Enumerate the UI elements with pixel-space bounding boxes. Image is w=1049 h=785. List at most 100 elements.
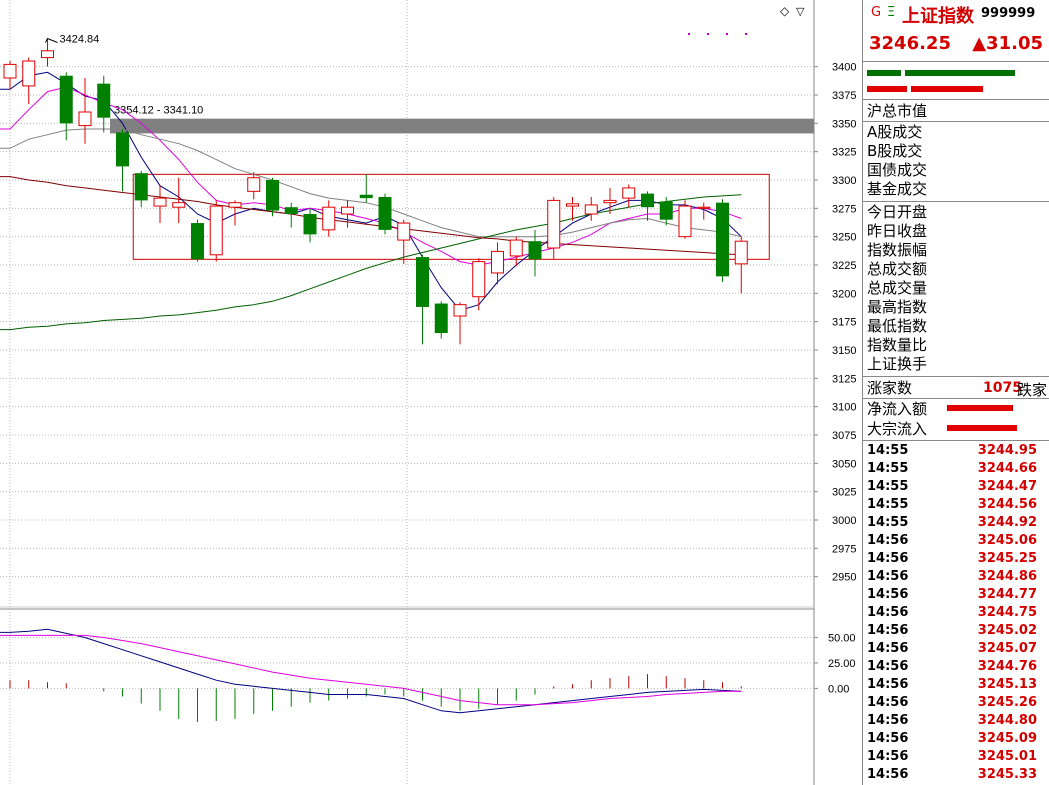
tick-price: 3244.47	[977, 479, 1037, 494]
candle-body-up	[509, 239, 523, 257]
y-tick-label: 3275	[832, 203, 856, 215]
tick-price: 3245.25	[977, 551, 1037, 566]
y-tick-label: 3200	[832, 288, 856, 300]
candle-body-down	[416, 257, 429, 307]
open-label: 今日开盘	[867, 203, 928, 221]
collapse-icon[interactable]: ▽	[796, 5, 805, 18]
candle-body-up	[622, 187, 636, 199]
y-tick-label: 3125	[832, 373, 856, 385]
marker-dot	[707, 33, 709, 35]
tick-price: 3244.77	[977, 587, 1037, 602]
candle-body-down	[434, 303, 448, 333]
flow-section: 净流入额 大宗流入	[863, 399, 1049, 441]
tick-time: 14:55	[867, 497, 909, 512]
candle-body-up	[472, 261, 486, 298]
tick-time: 14:56	[867, 767, 909, 782]
high-label: 最高指数	[867, 298, 928, 316]
volume-section: A股成交 B股成交 国债成交 基金成交	[863, 122, 1049, 202]
block-inflow-bar	[947, 425, 1017, 431]
candle-body-down	[266, 180, 279, 211]
tick-price: 3245.01	[977, 749, 1037, 764]
candle-body-up	[491, 250, 504, 274]
tick-row: 14:55 3244.47	[863, 478, 1049, 496]
tick-time: 14:55	[867, 479, 909, 494]
tick-price: 3245.09	[977, 731, 1037, 746]
prev-close-label: 昨日收盘	[867, 222, 928, 240]
tick-time: 14:56	[867, 677, 909, 692]
candle-body-up	[697, 206, 711, 209]
macd-dea-line	[0, 634, 742, 706]
tick-price: 3244.66	[977, 461, 1037, 476]
index-name: 上证指数	[902, 6, 974, 27]
tick-row: 14:55 3244.92	[863, 514, 1049, 532]
y-tick-label: 3150	[832, 345, 856, 357]
high-label: 3424.84	[60, 34, 100, 46]
tick-row: 14:56 3245.25	[863, 550, 1049, 568]
y-tick-label: 3100	[832, 402, 856, 414]
tick-row: 14:56 3245.06	[863, 532, 1049, 550]
net-inflow-label: 净流入额	[867, 400, 928, 418]
range-box	[132, 173, 770, 260]
sub-y-label: 0.00	[828, 683, 849, 695]
candle-body-up	[603, 199, 617, 204]
moving-average-line	[0, 176, 742, 256]
tick-row: 14:56 3244.76	[863, 658, 1049, 676]
kline-chart[interactable]: 3400 3375 3350 3325 3300 3275 3250 3225 3200 3175…	[0, 0, 862, 785]
y-tick-label: 3375	[832, 90, 856, 102]
tick-time: 14:55	[867, 443, 909, 458]
bond-volume-label: 国债成交	[867, 161, 928, 179]
tick-price: 3244.92	[977, 515, 1037, 530]
candle-body-down	[359, 194, 373, 199]
low-label: 最低指数	[867, 317, 928, 335]
tick-row: 14:56 3244.75	[863, 604, 1049, 622]
quote-header: G Ξ 上证指数 999999 3246.25 ▲31.05	[863, 0, 1049, 62]
green-bar-1	[867, 70, 901, 76]
y-tick-label: 3225	[832, 260, 856, 272]
red-bar-1	[867, 86, 907, 92]
candle-body-down	[378, 197, 392, 230]
moving-average-line	[0, 128, 742, 238]
tick-row: 14:56 3245.01	[863, 748, 1049, 766]
tick-time: 14:56	[867, 587, 909, 602]
candle-body-down	[191, 223, 204, 260]
candle-body-up	[322, 206, 336, 231]
price-band	[110, 118, 814, 134]
marker-dot	[726, 33, 728, 35]
candle-body-down	[59, 75, 73, 124]
candle-body-up	[247, 177, 261, 192]
candle-body-up	[22, 60, 36, 87]
tick-row: 14:56 3245.09	[863, 730, 1049, 748]
candle-body-down	[97, 83, 111, 118]
tick-price: 3244.80	[977, 713, 1037, 728]
y-tick-label: 3250	[832, 232, 856, 244]
candle-body-down	[641, 193, 654, 208]
candle-body-up	[341, 206, 354, 215]
marker-dot	[688, 33, 690, 35]
sub-y-label: 25.00	[828, 658, 856, 670]
y-tick-label: 3400	[832, 62, 856, 74]
flag-g[interactable]: G	[871, 5, 882, 20]
candle-body-up	[3, 63, 17, 79]
tick-price: 3244.75	[977, 605, 1037, 620]
tick-row: 14:56 3245.33	[863, 766, 1049, 784]
y-tick-label: 3325	[832, 147, 856, 159]
tick-row: 14:55 3244.95	[863, 442, 1049, 460]
tick-time: 14:56	[867, 695, 909, 710]
y-tick-label: 3175	[832, 317, 856, 329]
red-bar-2	[911, 86, 983, 92]
y-tick-label: 3075	[832, 430, 856, 442]
candle-body-up	[172, 202, 186, 208]
tick-time: 14:56	[867, 569, 909, 584]
diamond-icon[interactable]: ◇	[780, 4, 790, 18]
chart-area[interactable]: 3400 3375 3350 3325 3300 3275 3250 3225 3200 3175…	[0, 0, 862, 785]
tick-time: 14:56	[867, 731, 909, 746]
tick-list[interactable]: 14:55 3244.95 14:55 3244.66 14:55 3244.47 1…	[863, 441, 1049, 784]
candle-body-up	[41, 50, 54, 59]
tick-row: 14:55 3244.66	[863, 460, 1049, 478]
marker-dot	[745, 33, 747, 35]
moving-average-line	[0, 86, 742, 266]
flag-xi[interactable]: Ξ	[887, 5, 896, 20]
tick-time: 14:56	[867, 641, 909, 656]
candle-body-up	[734, 240, 748, 265]
total-volume-label: 总成交量	[867, 279, 928, 297]
